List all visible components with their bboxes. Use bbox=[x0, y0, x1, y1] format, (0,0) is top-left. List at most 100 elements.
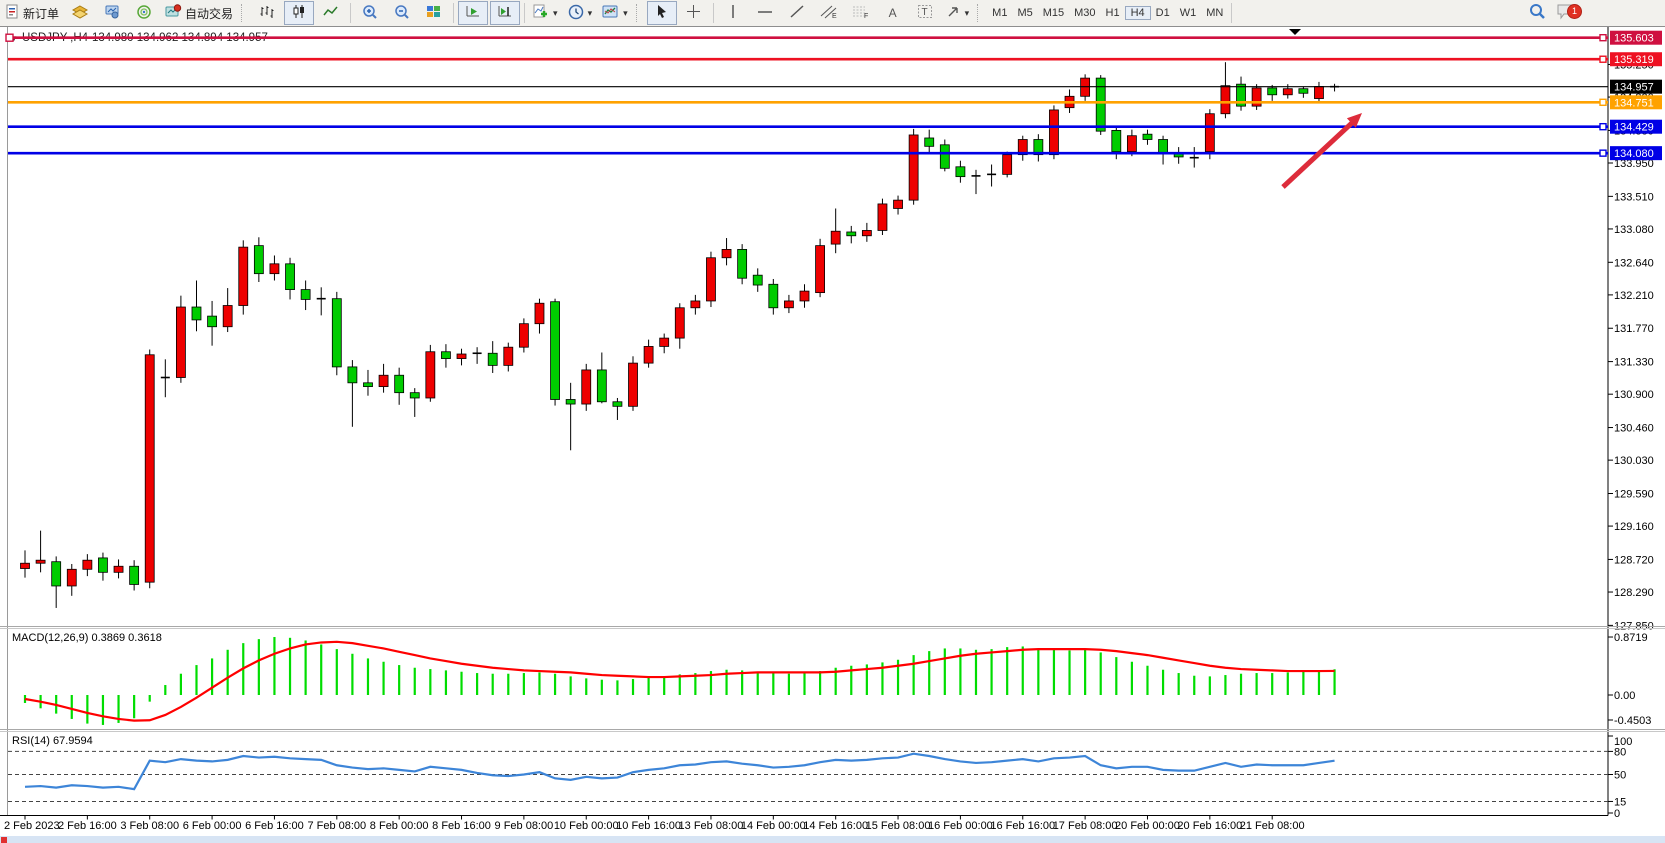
templates-button[interactable]: ▾ bbox=[598, 1, 632, 25]
candle-body bbox=[20, 562, 30, 569]
timeframe-d1-button[interactable]: D1 bbox=[1155, 7, 1170, 19]
trendline-icon bbox=[789, 4, 805, 22]
toolbar-grip bbox=[635, 4, 642, 22]
zoom-in-button[interactable] bbox=[355, 1, 385, 25]
cursor-tool-button[interactable] bbox=[646, 1, 677, 25]
dropdown-caret-icon[interactable]: ▾ bbox=[553, 7, 558, 18]
price-tick-label: 130.030 bbox=[1614, 455, 1654, 467]
tile-windows-icon bbox=[426, 4, 442, 22]
channel-tool-button[interactable]: E bbox=[814, 1, 844, 25]
arrows-tool-button[interactable]: ▾ bbox=[942, 1, 974, 25]
candle-body bbox=[35, 559, 46, 564]
time-tick-label: 15 Feb 08:00 bbox=[866, 820, 931, 832]
timeframe-m5-button[interactable]: M5 bbox=[1017, 7, 1033, 19]
line-chart-button[interactable] bbox=[316, 1, 346, 25]
candle-body bbox=[409, 392, 420, 399]
hline-handle[interactable] bbox=[1599, 55, 1607, 63]
candle-body bbox=[939, 144, 950, 169]
candle-body bbox=[378, 374, 389, 388]
dropdown-caret-icon[interactable]: ▾ bbox=[623, 7, 628, 18]
price-tick-label: 133.080 bbox=[1614, 224, 1654, 236]
hline-left-handle[interactable] bbox=[5, 33, 14, 42]
crosshair-tool-button[interactable] bbox=[679, 1, 709, 25]
timeframe-m15-button[interactable]: M15 bbox=[1042, 7, 1065, 19]
timeframe-h1-button[interactable]: H1 bbox=[1105, 7, 1120, 19]
svg-text:F: F bbox=[864, 13, 868, 19]
arrow-head bbox=[1346, 113, 1362, 128]
indicators-button[interactable]: ▾ bbox=[529, 1, 562, 25]
trendline-tool-button[interactable] bbox=[782, 1, 812, 25]
candle-body bbox=[129, 565, 140, 585]
price-badge-label: 134.080 bbox=[1614, 148, 1654, 160]
candle-body bbox=[550, 301, 560, 400]
candle-body bbox=[1002, 154, 1013, 175]
dropdown-caret-icon[interactable]: ▾ bbox=[964, 7, 970, 18]
candle-body bbox=[51, 561, 62, 587]
hline-handle[interactable] bbox=[1599, 149, 1607, 157]
notifications-button[interactable]: 1 bbox=[1556, 2, 1582, 25]
candle-body bbox=[487, 352, 498, 366]
candle-body bbox=[1314, 86, 1324, 99]
navigator-button[interactable] bbox=[129, 1, 159, 25]
clock-icon bbox=[568, 4, 584, 23]
candle-body bbox=[784, 300, 794, 309]
rsi-line bbox=[24, 752, 1335, 791]
candle-body bbox=[768, 283, 779, 309]
candle-body bbox=[534, 302, 545, 325]
auto-scroll-button[interactable] bbox=[458, 1, 489, 25]
bar-chart-button[interactable] bbox=[252, 1, 282, 25]
autotrading-button[interactable]: 自动交易 bbox=[161, 1, 237, 25]
candle-body bbox=[706, 257, 716, 302]
hline-handle[interactable] bbox=[1599, 122, 1607, 131]
periods-button[interactable]: ▾ bbox=[564, 1, 597, 25]
horizontal-line-tool-button[interactable] bbox=[750, 1, 780, 25]
timeframe-h4-button[interactable]: H4 bbox=[1124, 6, 1151, 20]
candle-body bbox=[846, 231, 857, 237]
candle-body bbox=[285, 263, 295, 290]
trend-arrow-annotation[interactable] bbox=[1281, 113, 1362, 189]
chart-shift-button[interactable] bbox=[490, 1, 521, 25]
time-tick-label: 9 Feb 08:00 bbox=[495, 820, 554, 832]
rsi-label: RSI(14) 67.9594 bbox=[12, 735, 93, 747]
hline-handle[interactable] bbox=[1599, 34, 1607, 42]
time-tick-label: 16 Feb 00:00 bbox=[928, 820, 993, 832]
search-icon[interactable] bbox=[1528, 2, 1546, 25]
price-tick-label: 131.770 bbox=[1614, 323, 1654, 335]
autotrading-label: 自动交易 bbox=[185, 6, 234, 21]
price-badge-label: 135.319 bbox=[1614, 54, 1654, 66]
macd-tick-label: 0.00 bbox=[1614, 690, 1635, 702]
candle-body bbox=[830, 230, 841, 245]
candle-body bbox=[441, 351, 451, 359]
dropdown-caret-icon[interactable]: ▾ bbox=[587, 7, 593, 18]
market-watch-button[interactable] bbox=[97, 1, 127, 25]
fibonacci-tool-button[interactable]: F bbox=[846, 1, 876, 25]
candle-body bbox=[269, 263, 280, 275]
zoom-out-button[interactable] bbox=[387, 1, 417, 25]
timeframe-w1-button[interactable]: W1 bbox=[1179, 7, 1197, 19]
time-tick-label: 17 Feb 08:00 bbox=[1053, 820, 1118, 832]
price-badges: 135.603 135.319 134.751 134.429 134.080 134.9… bbox=[1610, 30, 1662, 161]
candle-body bbox=[955, 166, 966, 178]
vertical-line-tool-button[interactable] bbox=[718, 1, 748, 25]
candle-body bbox=[581, 369, 592, 405]
candle-body bbox=[1126, 135, 1137, 153]
candle-body bbox=[799, 290, 810, 302]
timeframe-m1-button[interactable]: M1 bbox=[992, 7, 1008, 19]
price-tick-label: 128.720 bbox=[1614, 554, 1654, 566]
chart-profile-button[interactable] bbox=[65, 1, 95, 25]
chart-shift-marker[interactable] bbox=[1289, 29, 1301, 35]
candle-body bbox=[815, 245, 825, 294]
svg-text:E: E bbox=[832, 13, 837, 19]
candlestick-chart-button[interactable] bbox=[284, 1, 315, 25]
hline-handle[interactable] bbox=[1599, 98, 1607, 106]
timeframe-m30-button[interactable]: M30 bbox=[1074, 7, 1096, 19]
new-order-button[interactable]: 新订单 bbox=[1, 1, 63, 25]
candle-body bbox=[1267, 87, 1278, 96]
text-tool-button[interactable]: A bbox=[878, 1, 908, 25]
tile-windows-button[interactable] bbox=[419, 1, 449, 25]
timeframe-mn-button[interactable]: MN bbox=[1206, 7, 1224, 19]
text-label-tool-button[interactable]: T bbox=[910, 1, 940, 25]
